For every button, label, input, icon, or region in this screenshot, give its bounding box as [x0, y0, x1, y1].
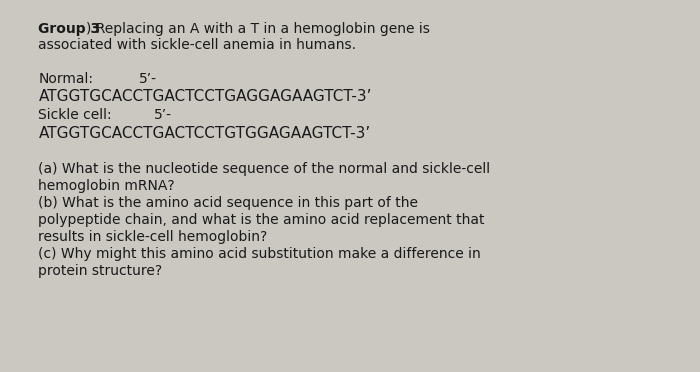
Text: polypeptide chain, and what is the amino acid replacement that: polypeptide chain, and what is the amino… [38, 213, 485, 227]
Text: associated with sickle-cell anemia in humans.: associated with sickle-cell anemia in hu… [38, 38, 356, 52]
Text: ) Replacing an A with a T in a hemoglobin gene is: ) Replacing an A with a T in a hemoglobi… [85, 22, 429, 36]
Text: protein structure?: protein structure? [38, 264, 162, 278]
Text: hemoglobin mRNA?: hemoglobin mRNA? [38, 179, 175, 193]
Text: 5’-: 5’- [139, 72, 157, 86]
Text: results in sickle-cell hemoglobin?: results in sickle-cell hemoglobin? [38, 230, 267, 244]
Text: 5’-: 5’- [153, 108, 172, 122]
Text: (a) What is the nucleotide sequence of the normal and sickle-cell: (a) What is the nucleotide sequence of t… [38, 162, 491, 176]
Text: Normal:: Normal: [38, 72, 94, 86]
Text: Sickle cell:: Sickle cell: [38, 108, 112, 122]
Text: Group 3: Group 3 [38, 22, 101, 36]
Text: (b) What is the amino acid sequence in this part of the: (b) What is the amino acid sequence in t… [38, 196, 419, 210]
Text: ATGGTGCACCTGACTCCTGTGGAGAAGTCT-3’: ATGGTGCACCTGACTCCTGTGGAGAAGTCT-3’ [38, 126, 371, 141]
Text: (c) Why might this amino acid substitution make a difference in: (c) Why might this amino acid substituti… [38, 247, 482, 261]
Text: ATGGTGCACCTGACTCCTGAGGAGAAGTCT-3’: ATGGTGCACCTGACTCCTGAGGAGAAGTCT-3’ [38, 89, 372, 104]
